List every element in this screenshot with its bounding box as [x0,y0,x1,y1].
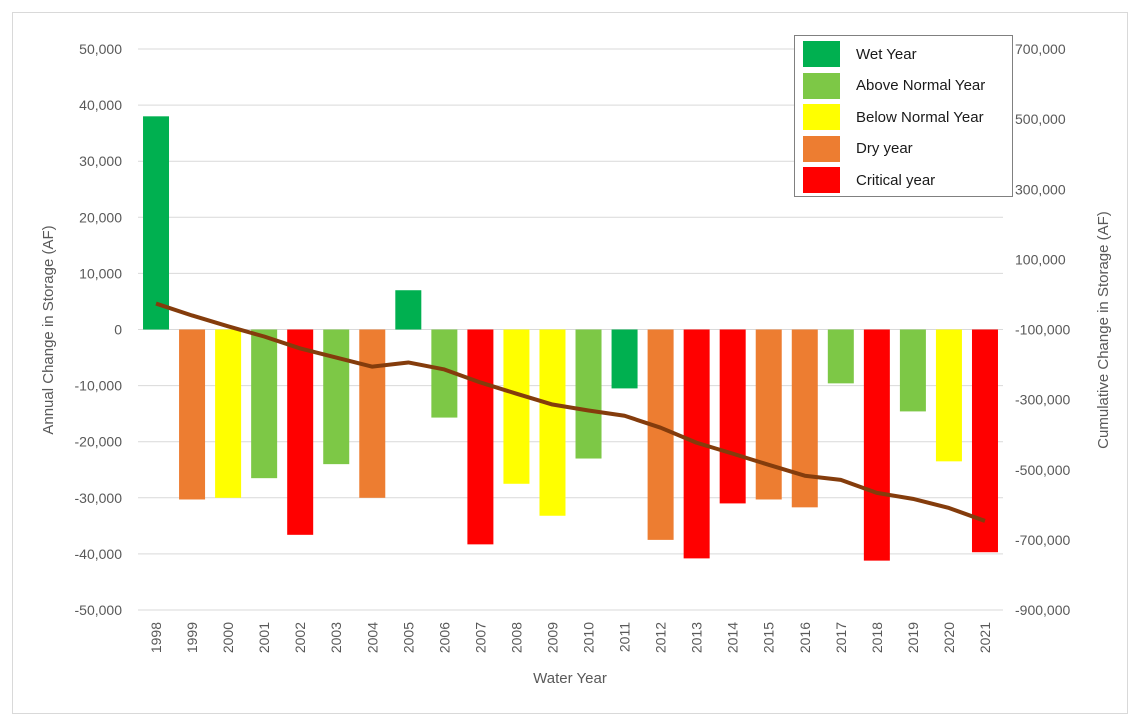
x-tick-label: 2017 [833,622,849,653]
x-tick-label: 2007 [472,622,488,653]
legend-label: Above Normal Year [856,77,986,94]
x-tick-label: 2011 [617,622,633,652]
x-tick-label: 2013 [689,622,705,653]
bar-2001 [251,329,278,479]
bar-2010 [575,329,602,459]
y-tick-label: 10,000 [79,265,122,281]
y2-tick-label: -500,000 [1015,462,1070,478]
bar-1999 [179,329,206,500]
y2-tick-label: 500,000 [1015,111,1066,127]
x-tick-label: 2015 [761,622,777,653]
legend-label: Critical year [856,171,936,189]
bar-2019 [899,329,926,412]
legend-item-wet: Wet Year [803,41,917,67]
chart-frame [12,12,1128,714]
legend-item-dry: Dry year [803,135,913,162]
bar-2014 [719,329,746,504]
legend-swatch [803,72,840,99]
bar-2015 [755,329,782,500]
legend-label: Below Normal Year [856,108,984,126]
y2-tick-label: 300,000 [1015,181,1066,197]
bar-2002 [287,329,314,535]
bar-2017 [827,329,854,384]
y-tick-label: 20,000 [79,209,122,225]
legend-swatch [803,167,840,193]
x-tick-label: 2018 [869,622,885,653]
x-tick-label: 1998 [148,622,164,653]
x-tick-label: 2014 [725,622,741,653]
bar-2021 [971,329,998,553]
bar-2012 [647,329,674,540]
y2-axis-title: Cumulative Change in Storage (AF) [1095,211,1112,449]
bar-2004 [359,329,386,498]
x-tick-label: 2000 [220,622,236,653]
x-tick-label: 2003 [328,622,344,653]
y-tick-label: 0 [114,322,122,338]
y-tick-label: -20,000 [75,434,123,450]
x-tick-label: 2019 [905,622,921,653]
x-tick-label: 2004 [364,622,380,653]
bar-2011 [611,329,638,389]
x-tick-label: 2005 [400,622,416,653]
y-tick-label: -40,000 [75,546,123,562]
y2-tick-label: -300,000 [1015,392,1070,408]
bar-2000 [215,329,242,498]
legend-item-critical: Critical year [803,167,935,193]
bar-2016 [791,329,818,508]
y-tick-label: 30,000 [79,153,122,169]
y2-tick-label: -100,000 [1015,322,1070,338]
x-tick-label: 2016 [797,622,813,653]
y-tick-label: 50,000 [79,41,122,57]
y2-tick-label: -900,000 [1015,602,1070,618]
legend-swatch [803,135,840,162]
legend: Wet Year Above Normal Year Below Normal Ye… [794,35,1013,197]
y-tick-label: -10,000 [75,378,123,394]
legend-swatch [803,41,840,67]
legend-swatch [803,104,840,130]
legend-label: Dry year [856,140,913,157]
bar-2005 [395,290,422,330]
x-axis-title: Water Year [533,670,607,687]
x-tick-label: 2008 [508,622,524,653]
x-tick-label: 2020 [941,622,957,653]
x-tick-label: 2002 [292,622,308,653]
bar-1998 [143,116,170,330]
legend-item-below: Below Normal Year [803,104,984,130]
bar-2020 [935,329,962,462]
x-tick-label: 1999 [184,622,200,653]
cumulative-line [155,301,986,523]
legend-item-above: Above Normal Year [803,72,986,99]
bar-2018 [863,329,890,561]
x-tick-label: 2010 [581,622,597,653]
y2-tick-label: 100,000 [1015,251,1066,267]
y2-tick-label: 700,000 [1015,41,1066,57]
bar-2008 [503,329,530,484]
x-tick-label: 2006 [436,622,452,653]
bar-2003 [323,329,350,465]
y-axis-title: Annual Change in Storage (AF) [40,225,57,434]
x-tick-label: 2021 [977,622,993,653]
bar-2009 [539,329,566,516]
legend-label: Wet Year [856,45,917,63]
x-tick-label: 2009 [544,622,560,653]
bar-2007 [467,329,494,545]
y-tick-label: 40,000 [79,97,122,113]
y-tick-label: -30,000 [75,490,123,506]
x-tick-label: 2012 [653,622,669,653]
y2-tick-label: -700,000 [1015,532,1070,548]
y-tick-label: -50,000 [75,602,123,618]
x-tick-label: 2001 [256,622,272,653]
